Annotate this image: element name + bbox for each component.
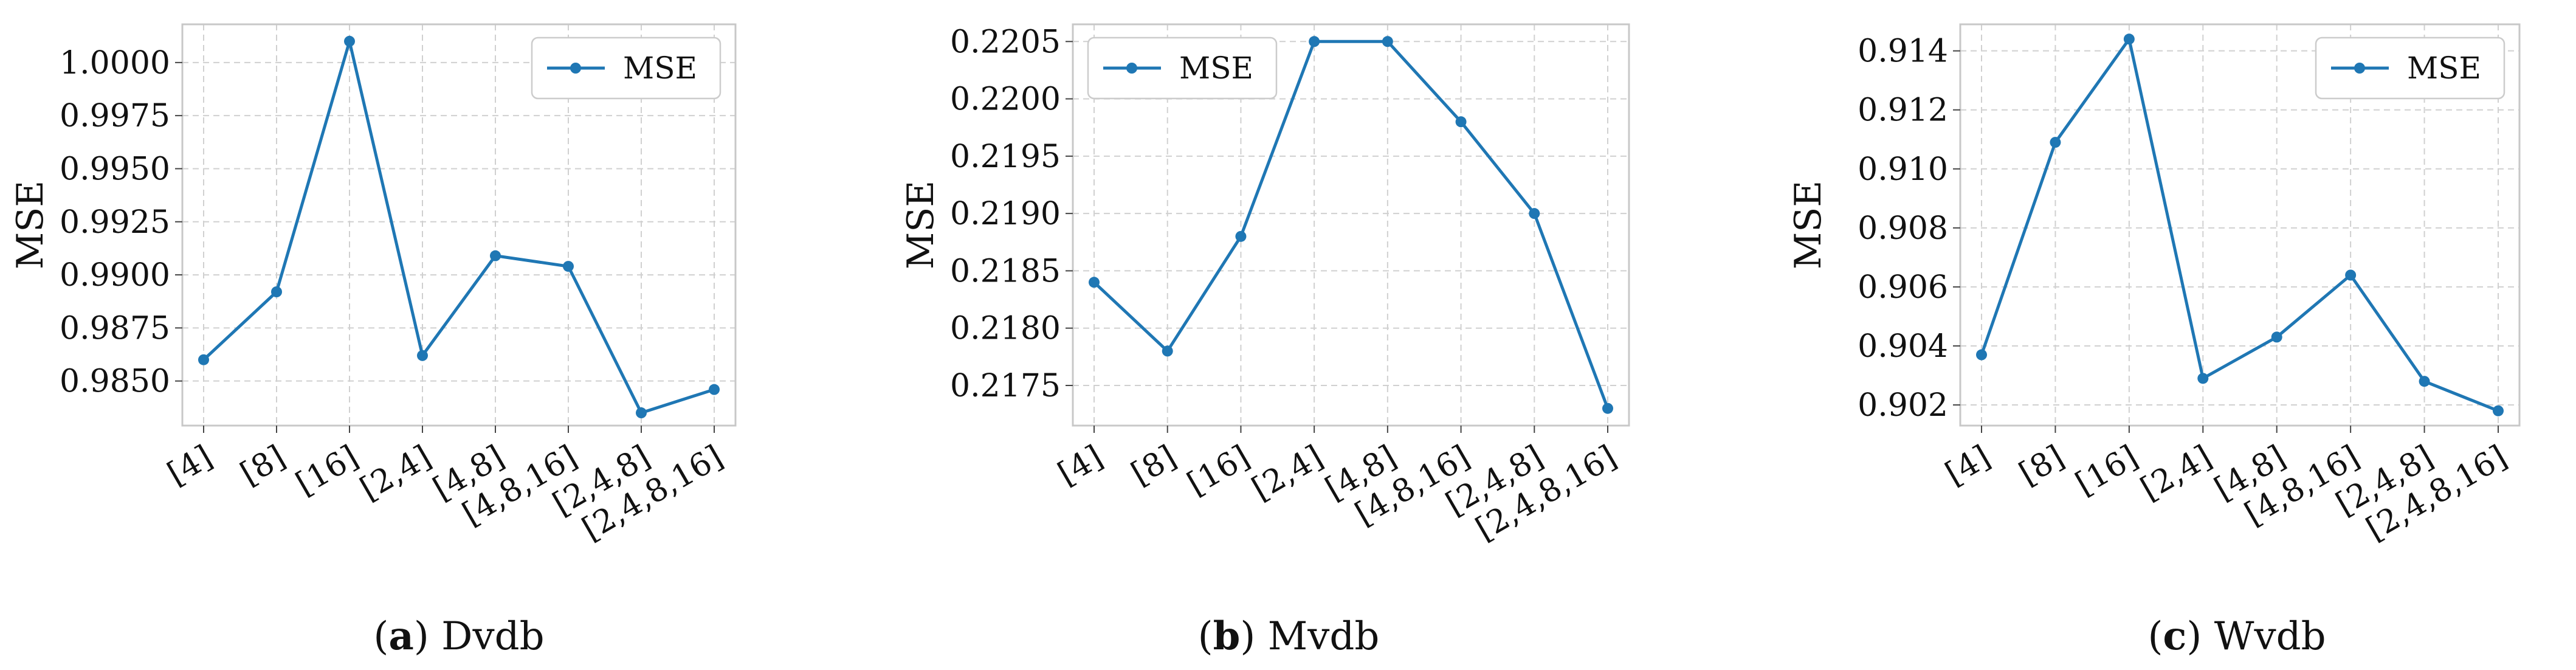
x-tick-label: [16] [1181, 438, 1255, 502]
data-point [1089, 277, 1100, 288]
subfigure-caption: (b) Mvdb [1198, 613, 1380, 659]
chart-panel-0: 0.9850 0.9875 0.9900 0.9925 0.9950 0.9975 1.00… [9, 23, 737, 659]
x-tick-label: [4] [1940, 438, 1997, 492]
caption-title: Dvdb [441, 614, 544, 659]
x-tick-label: [4] [162, 438, 219, 492]
data-point [271, 286, 282, 297]
y-tick-label: 0.2200 [950, 81, 1061, 118]
y-tick-label: 0.9975 [60, 98, 170, 134]
data-point [344, 35, 355, 47]
x-tick-label: [16] [290, 438, 364, 502]
data-point [636, 407, 647, 419]
legend-marker-swatch [570, 63, 581, 74]
y-tick-label: 0.902 [1858, 387, 1948, 424]
x-tick-label: [4] [1052, 438, 1109, 492]
x-tick-label: [8] [1125, 438, 1182, 492]
y-tick-label: 0.912 [1858, 92, 1948, 129]
y-tick-label: 0.2190 [950, 196, 1061, 232]
plot-frame [1072, 23, 1630, 427]
legend-marker-swatch [2354, 63, 2365, 74]
x-tick-label: [16] [2070, 438, 2144, 502]
data-point [1309, 36, 1320, 47]
data-point [417, 350, 428, 361]
chart-panel-1: 0.2175 0.2180 0.2185 0.2190 0.2195 0.2200 0.22… [900, 23, 1630, 659]
legend: MSE [531, 36, 721, 100]
data-point [563, 261, 574, 272]
plot-frame [1959, 23, 2521, 427]
data-point [2197, 373, 2209, 384]
caption-letter: b [1213, 613, 1241, 659]
y-tick-label: 0.2205 [950, 24, 1061, 60]
y-tick-label: 0.2185 [950, 253, 1061, 289]
legend: MSE [1087, 36, 1278, 100]
series-line [1093, 40, 1610, 409]
data-point [1529, 208, 1540, 219]
legend-label: MSE [2407, 50, 2481, 86]
caption-title: Wvdb [2214, 614, 2326, 659]
y-axis-label: MSE [1787, 181, 1830, 269]
caption-open-paren: ( [1198, 614, 1213, 659]
data-point [1976, 349, 1987, 361]
x-tick-label: [2,4] [354, 438, 438, 508]
data-point [198, 354, 209, 365]
y-tick-label: 0.904 [1858, 328, 1948, 365]
data-point [2050, 137, 2061, 148]
data-point [709, 384, 720, 395]
x-tick-label: [8] [235, 438, 292, 492]
data-point [1162, 345, 1173, 357]
caption-close-paren: ) [2186, 614, 2214, 659]
y-tick-label: 1.0000 [60, 45, 170, 81]
y-tick-label: 0.2180 [950, 311, 1061, 347]
series-line [1980, 37, 2499, 413]
legend-label: MSE [1179, 50, 1253, 86]
caption-letter: a [388, 613, 413, 659]
data-point [2123, 33, 2135, 45]
y-tick-label: 0.2175 [950, 368, 1061, 404]
caption-open-paren: ( [2147, 614, 2163, 659]
y-tick-label: 0.9850 [60, 364, 170, 400]
caption-close-paren: ) [1240, 614, 1267, 659]
legend-label: MSE [623, 50, 697, 86]
data-point [1235, 230, 1247, 242]
caption-letter: c [2163, 613, 2186, 659]
y-axis-label: MSE [900, 181, 942, 269]
legend-box [2315, 36, 2505, 100]
plot-frame [181, 23, 737, 427]
subfigure-caption: (a) Dvdb [373, 613, 544, 659]
data-point [1602, 402, 1613, 414]
y-tick-label: 0.9875 [60, 310, 170, 347]
data-point [2419, 376, 2430, 387]
data-point [2493, 405, 2504, 416]
y-tick-label: 0.2195 [950, 139, 1061, 175]
data-point [490, 250, 501, 261]
data-point [1455, 116, 1467, 128]
legend-box [1087, 36, 1278, 100]
data-point [2345, 269, 2357, 281]
data-point [2271, 331, 2282, 343]
chart-panel-2: 0.902 0.904 0.906 0.908 0.910 0.912 0.914 [4] [8… [1787, 23, 2521, 659]
x-tick-label: [2,4] [1246, 438, 1329, 508]
series-line [202, 40, 715, 415]
x-tick-label: [8] [2013, 438, 2070, 492]
y-axis-label: MSE [9, 181, 52, 269]
caption-title: Mvdb [1268, 614, 1380, 659]
data-point [1382, 36, 1393, 47]
y-tick-label: 0.908 [1858, 210, 1948, 247]
legend-box [531, 36, 721, 100]
subfigure-caption: (c) Wvdb [2147, 613, 2326, 659]
x-tick-label: [2,4] [2135, 438, 2218, 508]
legend: MSE [2315, 36, 2505, 100]
y-tick-label: 0.9925 [60, 204, 170, 241]
y-tick-label: 0.906 [1858, 269, 1948, 306]
y-tick-label: 0.9950 [60, 151, 170, 187]
y-tick-label: 0.910 [1858, 151, 1948, 188]
caption-open-paren: ( [373, 614, 388, 659]
caption-close-paren: ) [414, 614, 441, 659]
y-tick-label: 0.914 [1858, 33, 1948, 70]
legend-marker-swatch [1126, 63, 1137, 74]
y-tick-label: 0.9900 [60, 257, 170, 294]
